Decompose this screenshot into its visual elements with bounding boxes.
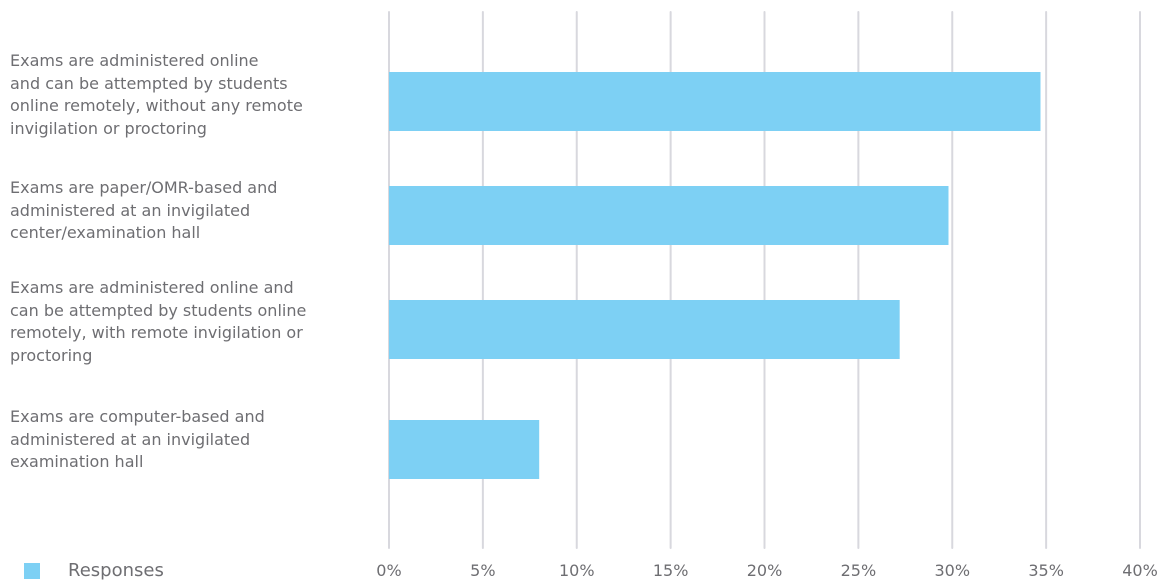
x-tick-label: 30% <box>934 561 971 580</box>
bar <box>389 420 540 479</box>
x-tick-label: 40% <box>1122 561 1158 580</box>
legend-label: Responses <box>68 560 164 581</box>
category-label: Exams are administered online and can be… <box>10 51 303 138</box>
category-label: Exams are paper/OMR-based and administer… <box>10 178 278 242</box>
legend: Responses <box>24 560 164 582</box>
x-tick-label: 25% <box>840 561 877 580</box>
bars <box>389 72 1041 479</box>
x-tick-label: 10% <box>558 561 595 580</box>
category-label: Exams are administered online and can be… <box>10 278 307 365</box>
bar <box>389 186 949 245</box>
bar <box>389 300 900 359</box>
category-label: Exams are computer-based and administere… <box>10 407 265 471</box>
x-tick-label: 15% <box>652 561 689 580</box>
x-tick-label: 0% <box>376 561 402 580</box>
x-tick-label: 35% <box>1028 561 1064 580</box>
legend-swatch <box>24 563 40 579</box>
x-tick-label: 20% <box>746 561 783 580</box>
bar <box>389 72 1041 131</box>
x-tick-label: 5% <box>470 561 496 580</box>
